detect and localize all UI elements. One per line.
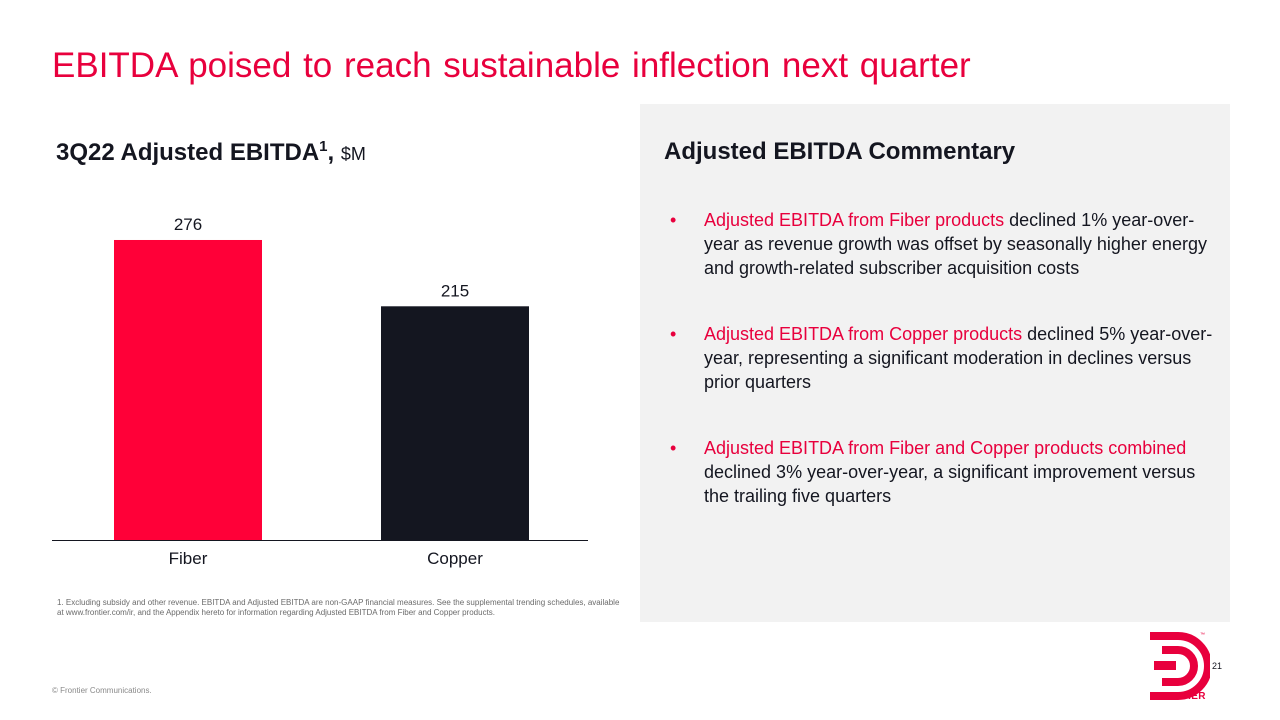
footnote: 1. Excluding subsidy and other revenue. … xyxy=(57,598,620,617)
chart-unit: $M xyxy=(340,144,366,164)
chart-heading: 3Q22 Adjusted EBITDA1, $M xyxy=(56,138,366,167)
frontier-logo-icon: ™ xyxy=(1150,632,1210,700)
chart-heading-main: 3Q22 Adjusted EBITDA xyxy=(56,139,320,166)
bullet-text: declined 1% year-over-year as revenue gr… xyxy=(704,210,1207,278)
footnote-marker: 1 xyxy=(319,138,328,155)
bullet-marker: • xyxy=(670,324,677,344)
commentary-list: • Adjusted EBITDA from Fiber products dec… xyxy=(670,208,1220,550)
bullet-marker: • xyxy=(670,210,677,230)
bar-copper xyxy=(381,306,529,540)
commentary-bullet: • Adjusted EBITDA from Fiber products dec… xyxy=(670,208,1220,280)
chart-heading-comma: , xyxy=(327,139,335,166)
category-label: Copper xyxy=(427,549,483,568)
bullet-highlight: Adjusted EBITDA from Copper products xyxy=(704,324,1023,344)
copyright: © Frontier Communications. xyxy=(52,686,152,695)
commentary-title: Adjusted EBITDA Commentary xyxy=(664,138,1016,165)
commentary-bullet: • Adjusted EBITDA from Fiber and Copper p… xyxy=(670,436,1220,508)
data-label: 215 xyxy=(441,281,469,300)
trademark-mark: ™ xyxy=(1200,632,1205,638)
logo-wordmark: FRONTIER xyxy=(1152,691,1206,702)
bullet-highlight: Adjusted EBITDA from Fiber products xyxy=(704,210,1005,230)
category-label: Fiber xyxy=(169,549,208,568)
bullet-highlight: Adjusted EBITDA from Fiber and Copper pr… xyxy=(704,438,1187,458)
bullet-text: declined 5% year-over-year, representing… xyxy=(704,324,1213,392)
data-label: 276 xyxy=(174,215,202,234)
bar-fiber xyxy=(114,239,262,540)
page-number: 21 xyxy=(1212,661,1223,671)
ebitda-bar-chart: 276 Fiber 215 Copper xyxy=(52,215,588,568)
commentary-panel: Adjusted EBITDA Commentary • Adjusted EBI… xyxy=(640,104,1230,622)
bullet-marker: • xyxy=(670,438,677,458)
bullet-text: declined 3% year-over-year, a significan… xyxy=(704,462,1196,506)
slide-title: EBITDA poised to reach sustainable infle… xyxy=(52,46,971,85)
commentary-bullet: • Adjusted EBITDA from Copper products de… xyxy=(670,322,1220,394)
